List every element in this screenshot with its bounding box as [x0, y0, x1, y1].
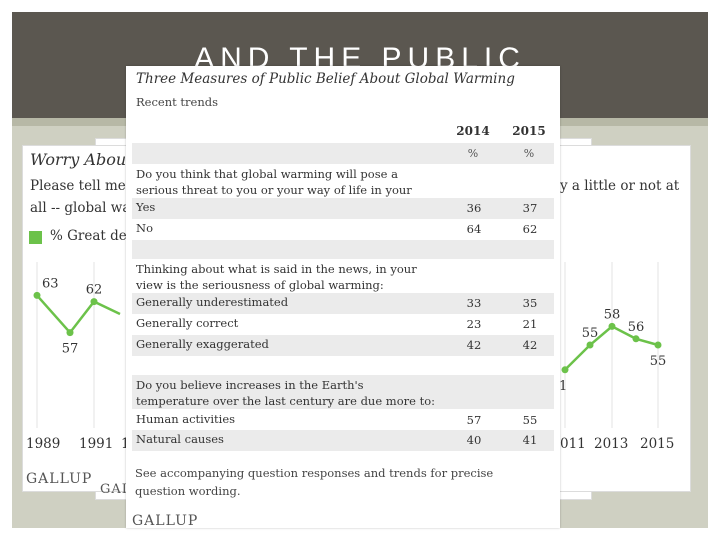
data-point — [608, 322, 616, 330]
row-value-2014: 40 — [466, 433, 482, 447]
table-row: Generally underestimated 33 35 — [132, 293, 554, 314]
row-label: Generally underestimated — [136, 295, 289, 309]
data-point — [561, 366, 569, 374]
data-label: 56 — [628, 320, 645, 335]
x-tick-label: 2015 — [640, 436, 675, 452]
x-tick-label: 1 — [121, 436, 130, 452]
chart-question-left-2: all -- global warm — [30, 200, 150, 216]
data-label: 55 — [582, 326, 599, 341]
data-point — [654, 341, 662, 349]
row-value-2015: 37 — [522, 201, 538, 215]
data-label: 57 — [62, 342, 79, 357]
x-tick-label: 1991 — [79, 436, 114, 452]
unit-label: % — [467, 147, 479, 160]
gallup-logo: GALLUP — [26, 471, 93, 487]
question-2-text: Thinking about what is said in the news,… — [136, 262, 417, 292]
table-title: Three Measures of Public Belief About Gl… — [136, 71, 515, 87]
data-label: 62 — [86, 283, 103, 298]
table-row: Natural causes 40 41 — [132, 430, 554, 451]
row-label: Generally exaggerated — [136, 337, 269, 351]
table-row: Generally exaggerated 42 42 — [132, 335, 554, 356]
table-row: No 64 62 — [132, 219, 554, 240]
x-tick-label: 1989 — [26, 436, 61, 452]
table-subtitle: Recent trends — [136, 95, 218, 109]
question-2: Thinking about what is said in the news,… — [132, 259, 554, 293]
data-point — [33, 291, 41, 299]
column-header-2014: 2014 — [456, 124, 490, 138]
gallup-logo-back: GAL — [100, 482, 132, 497]
row-value-2015: 55 — [522, 413, 538, 427]
x-tick-label: 2013 — [594, 436, 629, 452]
x-tick-label: 011 — [560, 436, 586, 452]
row-value-2014: 33 — [466, 296, 482, 310]
data-label: 58 — [604, 307, 621, 322]
row-value-2015: 42 — [522, 338, 538, 352]
row-label: Yes — [136, 200, 156, 214]
data-point — [586, 341, 594, 349]
legend-label: % Great deal — [50, 228, 140, 244]
table-row: Generally correct 23 21 — [132, 314, 554, 335]
row-value-2014: 57 — [466, 413, 482, 427]
spacer-row — [132, 240, 554, 259]
data-point — [66, 329, 74, 337]
question-3-text: Do you believe increases in the Earth's … — [136, 378, 435, 408]
data-point — [90, 298, 98, 306]
row-value-2014: 64 — [466, 222, 482, 236]
row-value-2014: 42 — [466, 338, 482, 352]
row-value-2015: 35 — [522, 296, 538, 310]
data-label: 63 — [42, 276, 59, 291]
unit-row — [132, 143, 554, 164]
data-label: 55 — [650, 354, 667, 369]
row-value-2015: 21 — [522, 317, 538, 331]
row-label: Human activities — [136, 412, 236, 426]
row-value-2015: 41 — [522, 433, 538, 447]
column-header-2015: 2015 — [512, 124, 546, 138]
legend-swatch — [29, 231, 42, 244]
chart-title: Worry About — [30, 150, 133, 169]
table-gallup-logo: GALLUP — [132, 513, 199, 529]
data-point — [632, 335, 640, 343]
row-value-2014: 23 — [466, 317, 482, 331]
row-value-2014: 36 — [466, 201, 482, 215]
chart-question-right-1: y a little or not at — [560, 178, 680, 194]
row-label: Natural causes — [136, 432, 224, 446]
row-label: Generally correct — [136, 316, 239, 330]
question-3: Do you believe increases in the Earth's … — [132, 375, 554, 409]
row-value-2015: 62 — [522, 222, 538, 236]
row-label: No — [136, 221, 153, 235]
table-note: See accompanying question responses and … — [135, 466, 494, 498]
table-row: Yes 36 37 — [132, 198, 554, 219]
series-line-left — [36, 294, 121, 335]
chart-question-left-1: Please tell me if — [30, 178, 140, 194]
table-row: Human activities 57 55 — [132, 410, 554, 431]
unit-label: % — [523, 147, 535, 160]
